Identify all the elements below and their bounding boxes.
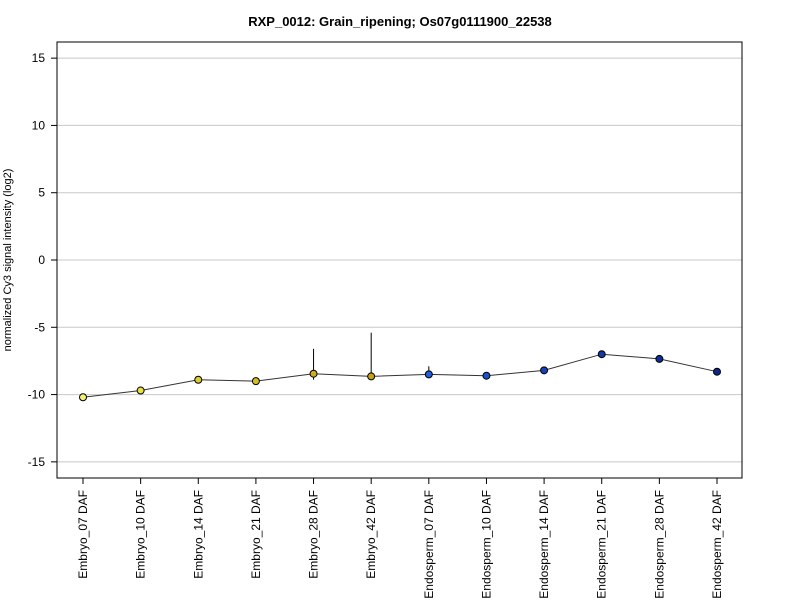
data-point — [540, 366, 549, 375]
data-point — [482, 371, 491, 380]
chart-title: RXP_0012: Grain_ripening; Os07g0111900_2… — [248, 14, 552, 29]
x-tick-label: Endosperm_10 DAF — [479, 490, 493, 599]
x-tick-label: Embryo_21 DAF — [249, 490, 263, 579]
y-tick-label: 5 — [38, 186, 45, 200]
y-axis: -15 -10 -5 0 5 10 15 — [28, 51, 57, 469]
error-bars — [82, 332, 718, 399]
x-tick-label: Embryo_28 DAF — [307, 490, 321, 579]
data-points — [79, 350, 721, 402]
y-axis-label: normalized Cy3 signal intensity (log2) — [2, 169, 14, 352]
x-tick-label: Endosperm_21 DAF — [595, 490, 609, 599]
y-tick-label: -10 — [28, 388, 46, 402]
data-point — [194, 375, 203, 384]
data-point — [597, 350, 606, 359]
grid — [57, 57, 742, 463]
data-point — [79, 393, 87, 402]
data-point — [251, 377, 260, 386]
y-tick-label: -15 — [28, 455, 46, 469]
x-tick-label: Embryo_42 DAF — [364, 490, 378, 579]
data-point — [424, 370, 433, 379]
y-tick-label: 15 — [32, 51, 46, 65]
x-tick-label: Embryo_07 DAF — [76, 490, 90, 579]
data-point — [136, 386, 145, 395]
x-tick-label: Endosperm_14 DAF — [537, 490, 551, 599]
data-point — [713, 367, 721, 376]
x-axis: Embryo_07 DAF Embryo_10 DAF Embryo_14 DAF E… — [76, 478, 724, 599]
y-tick-label: 10 — [32, 118, 46, 132]
x-tick-label: Embryo_10 DAF — [134, 490, 148, 579]
y-tick-label: 0 — [38, 253, 45, 267]
x-tick-label: Embryo_14 DAF — [191, 490, 205, 579]
data-point — [367, 372, 376, 381]
x-tick-label: Endosperm_42 DAF — [710, 490, 724, 599]
y-tick-label: -5 — [34, 320, 45, 334]
series-line — [82, 353, 718, 398]
x-tick-label: Endosperm_07 DAF — [422, 490, 436, 599]
x-tick-label: Endosperm_28 DAF — [652, 490, 666, 599]
data-point — [309, 369, 318, 378]
data-point — [655, 354, 664, 363]
